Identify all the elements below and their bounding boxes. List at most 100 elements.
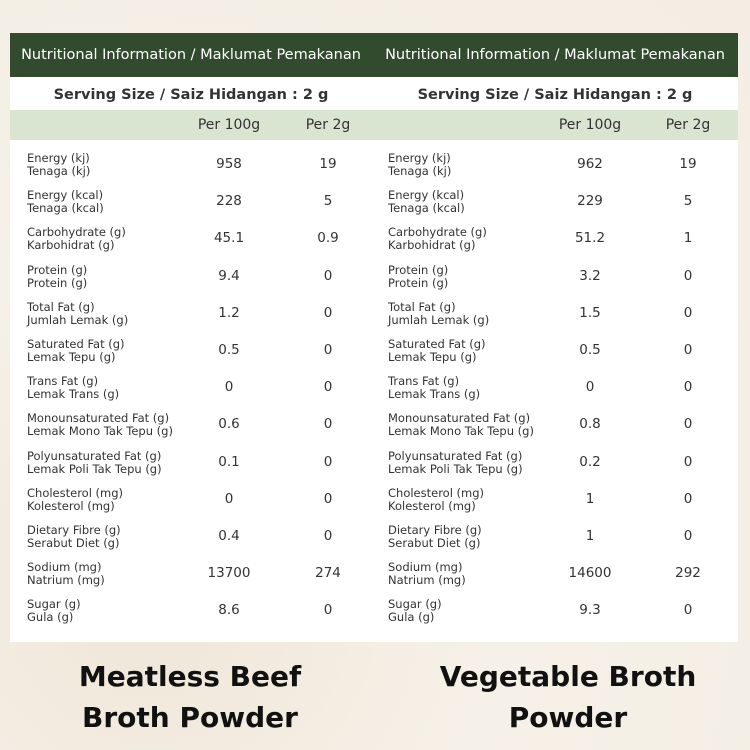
nutrient-name-malay: Lemak Tepu (g) — [27, 350, 116, 364]
nutrient-name-malay: Natrium (mg) — [388, 573, 466, 588]
nutrient-name-malay: Tenaga (kj) — [27, 164, 91, 178]
per-100g-value: 1.2 — [218, 304, 240, 321]
nutrient-name-malay: Lemak Poli Tak Tepu (g) — [388, 461, 523, 476]
nutrient-name: Sugar (g) — [388, 597, 442, 612]
nutrient-name: Total Fat (g) — [27, 299, 95, 314]
serving-size: Serving Size / Saiz Hidangan : 2 g — [53, 87, 329, 103]
nutrient-name: Dietary Fibre (g) — [27, 523, 121, 537]
nutrient-name-malay: Lemak Mono Tak Tepu (g) — [388, 424, 534, 439]
nutrient-name-malay: Kolesterol (mg) — [388, 498, 476, 513]
per-2g-value: 0 — [683, 602, 693, 619]
nutrient-name-malay: Serabut Diet (g) — [388, 536, 481, 550]
per-100g-value: 0.4 — [218, 528, 240, 544]
per-2g-value: 0 — [323, 304, 333, 321]
per-2g-value: 0 — [683, 342, 693, 358]
per-100g-value: 14600 — [568, 565, 612, 582]
per-2g-value: 5 — [323, 193, 333, 210]
per-100g-value: 51.2 — [574, 230, 606, 247]
per-2g-value: 19 — [319, 156, 337, 172]
per-100g-value: 0.1 — [218, 453, 240, 470]
table-title: Nutritional Information / Maklumat Pemak… — [372, 33, 738, 77]
per-100g-value: 0 — [224, 379, 234, 396]
per-100g-value: 1 — [585, 528, 595, 544]
per-100g-value: 9.4 — [218, 267, 240, 284]
nutrient-name: Energy (kcal) — [388, 188, 465, 203]
per-2g-value: 0 — [323, 528, 333, 544]
nutrient-name-malay: Karbohidrat (g) — [27, 238, 115, 253]
nutrient-name-malay: Natrium (mg) — [27, 573, 105, 588]
per-2g-value: 0 — [683, 490, 693, 507]
nutrient-name-malay: Lemak Trans (g) — [27, 387, 120, 402]
per-100g-value: 0.2 — [579, 453, 601, 470]
nutrient-name-malay: Serabut Diet (g) — [27, 536, 120, 550]
nutrient-name: Protein (g) — [27, 262, 88, 277]
per-2g-value: 0 — [683, 304, 693, 321]
nutrient-name: Cholesterol (mg) — [388, 485, 485, 500]
per-2g-value: 0 — [683, 416, 693, 433]
per-100g-value: 13700 — [207, 565, 251, 582]
per-100g-value: 958 — [216, 156, 242, 172]
product-caption: Vegetable Broth — [439, 660, 697, 693]
column-header: Per 100g — [197, 117, 261, 133]
per-2g-value: 0 — [323, 490, 333, 507]
per-100g-value: 3.2 — [579, 267, 601, 284]
per-2g-value: 0 — [683, 267, 693, 284]
serving-size: Serving Size / Saiz Hidangan : 2 g — [417, 87, 693, 103]
nutrient-name-malay: Gula (g) — [27, 610, 74, 625]
nutrient-name-malay: Kolesterol (mg) — [27, 498, 115, 513]
per-100g-value: 45.1 — [213, 230, 245, 247]
nutrient-name: Carbohydrate (g) — [27, 225, 126, 240]
per-2g-value: 1 — [683, 230, 693, 247]
column-header: Per 100g — [558, 117, 622, 133]
per-100g-value: 9.3 — [579, 602, 601, 619]
per-2g-value: 0 — [683, 379, 693, 396]
per-100g-value: 0 — [585, 379, 595, 396]
product-caption: Broth Powder — [82, 701, 298, 734]
nutrient-name-malay: Gula (g) — [388, 610, 435, 625]
nutrient-name: Polyunsaturated Fat (g) — [388, 448, 523, 463]
per-100g-value: 1.5 — [579, 304, 601, 321]
nutrient-name: Trans Fat (g) — [388, 374, 460, 389]
per-2g-value: 274 — [315, 565, 341, 582]
per-100g-value: 0.5 — [218, 342, 240, 358]
nutrient-name: Polyunsaturated Fat (g) — [27, 448, 162, 463]
per-2g-value: 0 — [323, 453, 333, 470]
table-title: Nutritional Information / Maklumat Pemak… — [10, 33, 372, 77]
per-2g-value: 0 — [683, 528, 693, 544]
per-100g-value: 962 — [577, 156, 603, 172]
nutrient-name-malay: Protein (g) — [388, 275, 449, 290]
nutrient-name: Sodium (mg) — [27, 560, 102, 575]
nutrient-name: Monounsaturated Fat (g) — [27, 411, 170, 426]
product-caption: Meatless Beef — [78, 660, 302, 693]
nutrient-name-malay: Lemak Tepu (g) — [388, 350, 477, 364]
column-header-row — [372, 110, 738, 140]
per-100g-value: 229 — [577, 193, 603, 210]
nutrient-name: Total Fat (g) — [388, 299, 456, 314]
nutrient-name-malay: Tenaga (kcal) — [27, 201, 104, 216]
nutrient-name: Dietary Fibre (g) — [388, 523, 482, 537]
per-100g-value: 8.6 — [218, 602, 240, 619]
nutrient-name: Monounsaturated Fat (g) — [388, 411, 531, 426]
nutrient-name-malay: Lemak Mono Tak Tepu (g) — [27, 424, 173, 439]
nutrient-name: Sodium (mg) — [388, 560, 463, 575]
nutrient-name-malay: Jumlah Lemak (g) — [27, 312, 129, 327]
nutrient-name-malay: Lemak Trans (g) — [388, 387, 481, 402]
per-2g-value: 0 — [323, 267, 333, 284]
per-2g-value: 0 — [323, 379, 333, 396]
per-2g-value: 0 — [323, 416, 333, 433]
nutrient-name: Saturated Fat (g) — [388, 337, 486, 351]
nutrient-name: Cholesterol (mg) — [27, 485, 124, 500]
per-2g-value: 5 — [683, 193, 693, 210]
per-2g-value: 19 — [679, 156, 697, 172]
nutrient-name-malay: Karbohidrat (g) — [388, 238, 476, 253]
nutrient-name-malay: Tenaga (kj) — [388, 164, 452, 178]
per-2g-value: 0 — [323, 342, 333, 358]
nutrient-name: Saturated Fat (g) — [27, 337, 125, 351]
nutrient-name: Trans Fat (g) — [27, 374, 99, 389]
column-header: Per 2g — [305, 117, 351, 133]
nutrient-name-malay: Lemak Poli Tak Tepu (g) — [27, 461, 162, 476]
per-2g-value: 292 — [675, 565, 701, 582]
column-header: Per 2g — [665, 117, 711, 133]
per-100g-value: 0.6 — [218, 416, 240, 433]
